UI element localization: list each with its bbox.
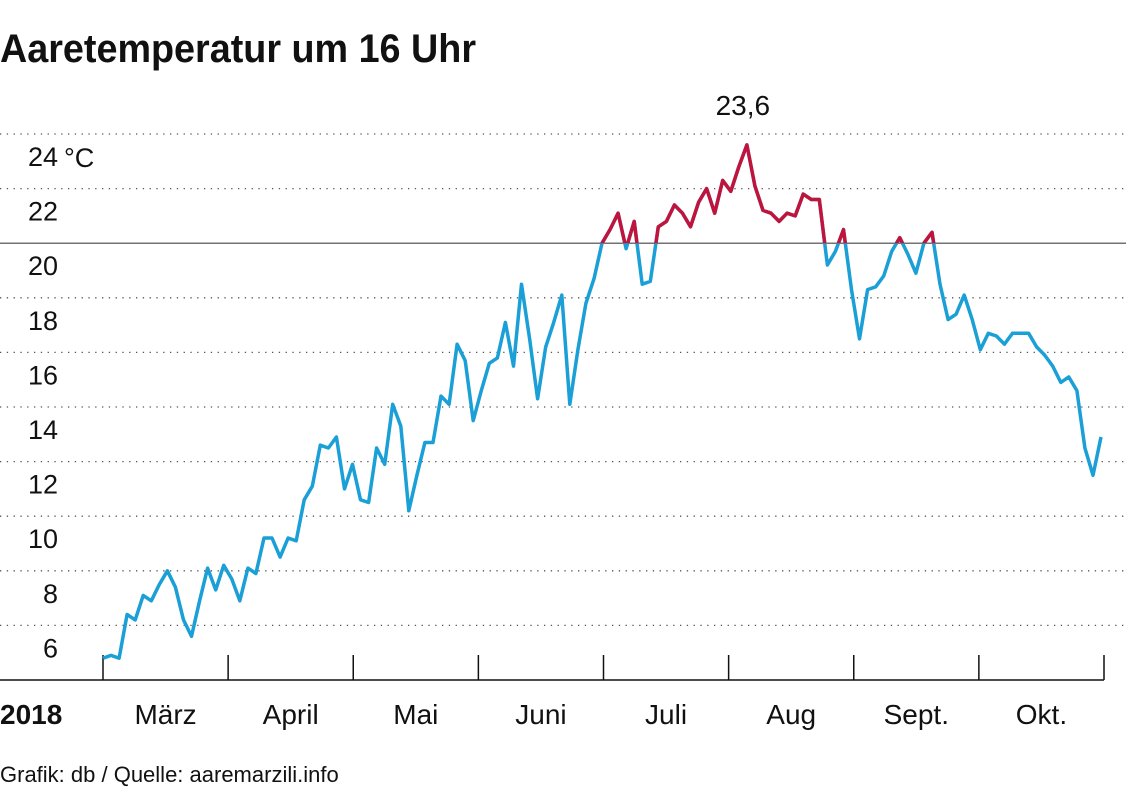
y-tick-label: 20 xyxy=(28,251,58,281)
y-tick-label: 6 xyxy=(43,633,58,663)
y-tick-label: 14 xyxy=(28,415,58,445)
y-tick-label: 22 xyxy=(28,197,58,227)
source: Grafik: db / Quelle: aaremarzili.info xyxy=(0,762,339,787)
y-unit: °C xyxy=(64,143,94,173)
temperature-line xyxy=(102,143,1103,660)
x-tick-label: Mai xyxy=(393,699,438,730)
y-tick-label: 24 xyxy=(28,142,58,172)
year-label: 2018 xyxy=(0,699,62,730)
y-tick-label: 10 xyxy=(28,524,58,554)
x-tick-label: April xyxy=(263,699,319,730)
peak-label: 23,6 xyxy=(716,90,771,121)
x-tick-label: Okt. xyxy=(1016,699,1067,730)
x-tick-label: Juli xyxy=(645,699,687,730)
temperature-line-highlight xyxy=(600,143,936,244)
x-tick-label: Juni xyxy=(515,699,566,730)
y-tick-label: 12 xyxy=(28,470,58,500)
x-tick-label: Aug xyxy=(766,699,816,730)
chart-title: Aaretemperatur um 16 Uhr xyxy=(0,27,476,71)
x-tick-label: Sept. xyxy=(884,699,949,730)
y-tick-label: 18 xyxy=(28,306,58,336)
x-tick-label: März xyxy=(134,699,196,730)
y-tick-label: 8 xyxy=(43,579,58,609)
y-tick-label: 16 xyxy=(28,360,58,390)
